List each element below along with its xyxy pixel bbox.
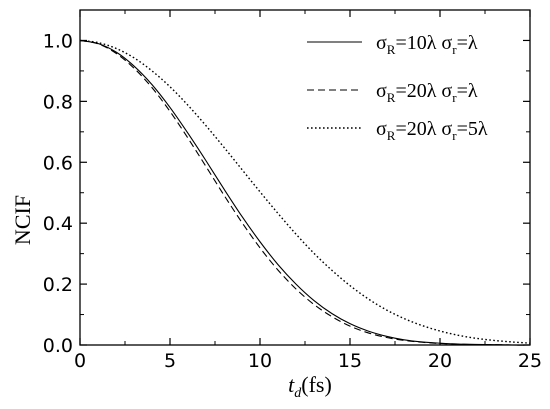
x-axis-title-subscript: d: [294, 386, 302, 401]
x-tick-label: 15: [338, 350, 362, 372]
axes-layer: 0 5 10 15 20 25 0.0 0.2 0.4 0.6 0.8 1.0: [43, 10, 542, 372]
legend-label-1: σR=10λ σr=λ: [376, 32, 478, 57]
legend: σR=10λ σr=λ σR=20λ σr=λ σR=20λ σr=5λ: [307, 32, 488, 143]
y-axis-title: NCIF: [10, 195, 35, 245]
x-tick-label: 25: [518, 350, 542, 372]
x-axis-title: td(fs): [288, 372, 332, 401]
series-line-2: [79, 39, 531, 346]
x-tick-label: 5: [164, 350, 176, 372]
y-tick-label: 0.2: [43, 274, 73, 296]
y-tick-label: 0.6: [43, 152, 73, 174]
legend-label-3: σR=20λ σr=5λ: [376, 118, 488, 143]
x-axis-title-variable: t: [288, 372, 295, 397]
x-axis-title-unit: (fs): [301, 372, 332, 397]
x-tick-label: 10: [248, 350, 272, 372]
x-tick-label: 20: [428, 350, 452, 372]
plot-frame: [79, 9, 531, 346]
legend-label-2: σR=20λ σr=λ: [376, 80, 478, 105]
x-tick-label: 0: [74, 350, 86, 372]
y-tick-label: 0.4: [43, 213, 73, 235]
y-tick-label: 0.0: [43, 335, 73, 357]
y-tick-label: 1.0: [43, 30, 73, 52]
series-layer: [79, 39, 531, 346]
plot-area: [79, 9, 531, 346]
y-tick-label: 0.8: [43, 91, 73, 113]
